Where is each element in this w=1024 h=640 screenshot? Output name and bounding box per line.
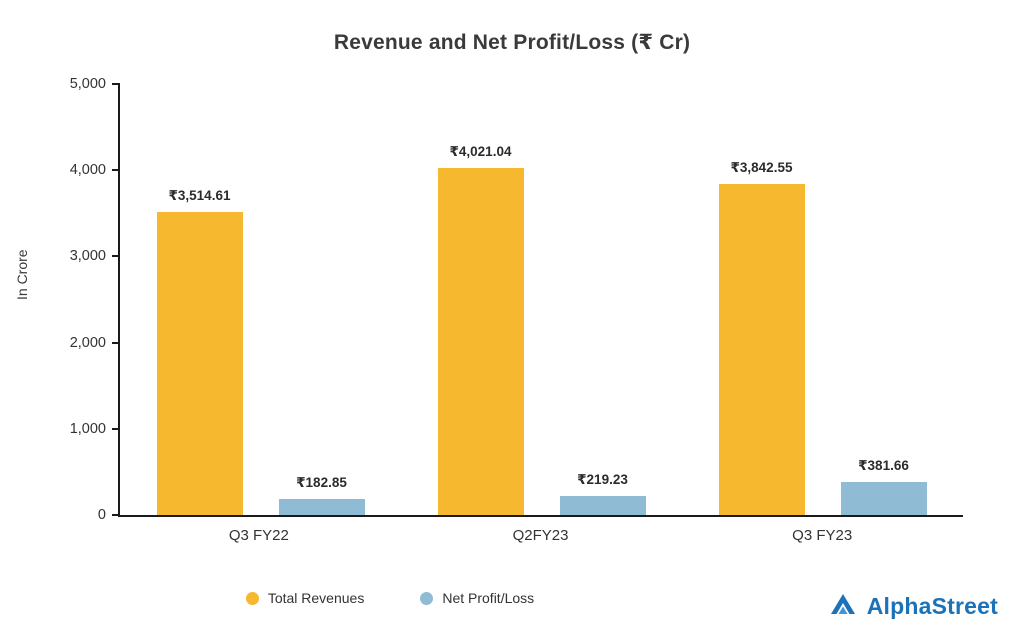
- bar-group-q3-fy23: ₹3,842.55 ₹381.66: [682, 84, 963, 515]
- bar-group-q3-fy22: ₹3,514.61 ₹182.85: [120, 84, 401, 515]
- legend-item-net-profit-loss: Net Profit/Loss: [420, 590, 534, 606]
- y-tick-label: 4,000: [69, 162, 106, 179]
- x-axis-labels: Q3 FY22 Q2FY23 Q3 FY23: [118, 527, 963, 544]
- alphastreet-logo-text: AlphaStreet: [866, 593, 998, 619]
- y-tick-label: 0: [97, 507, 106, 523]
- y-axis-ticks: 0 1,000 2,000 3,000 4,000 5,000: [70, 76, 963, 523]
- bar-column: ₹4,021.04: [437, 84, 524, 515]
- bar-total-revenues: [156, 212, 243, 515]
- bar-column: ₹3,514.61: [156, 84, 243, 515]
- bar-value-label: ₹219.23: [577, 472, 628, 488]
- legend-dot: [420, 591, 434, 605]
- bar-net-profit-loss: [559, 496, 646, 515]
- bar-total-revenues: [718, 183, 805, 515]
- alphastreet-branding: AlphaStreet: [828, 589, 998, 624]
- y-tick-label: 3,000: [69, 248, 106, 265]
- x-axis-label-q3-fy22: Q3 FY22: [228, 527, 289, 544]
- legend-dot: [245, 591, 259, 605]
- bar-value-label: ₹182.85: [296, 475, 347, 491]
- bar-value-label: ₹4,021.04: [449, 144, 512, 160]
- bar-value-label: ₹3,514.61: [168, 188, 231, 204]
- legend-label: Net Profit/Loss: [442, 590, 535, 606]
- legend: Total Revenues Net Profit/Loss: [0, 590, 780, 606]
- bar-column: ₹381.66: [840, 84, 927, 515]
- y-tick-mark: [112, 341, 120, 344]
- bar-group-q2fy23: ₹4,021.04 ₹219.23: [401, 84, 682, 515]
- alphastreet-logo-icon: [828, 589, 858, 624]
- bars-layer: ₹3,514.61 ₹182.85 ₹4,021.04 ₹219.23 ₹3,842.5…: [120, 84, 963, 515]
- y-tick-mark: [112, 83, 120, 85]
- y-tick-label: 1,000: [69, 420, 106, 437]
- bar-net-profit-loss: [840, 482, 927, 515]
- y-tick-mark: [112, 427, 120, 430]
- bar-total-revenues: [437, 168, 524, 515]
- bar-column: ₹182.85: [278, 84, 365, 515]
- bar-column: ₹219.23: [559, 84, 646, 515]
- y-tick-label: 2,000: [69, 334, 106, 351]
- bar-column: ₹3,842.55: [718, 84, 805, 515]
- bar-value-label: ₹3,842.55: [730, 159, 793, 175]
- x-axis-label-q2fy23: Q2FY23: [512, 527, 569, 544]
- bar-net-profit-loss: [278, 499, 365, 515]
- plot-area: 0 1,000 2,000 3,000 4,000 5,000 ₹3,514.61 ₹182…: [70, 76, 963, 523]
- y-tick-label: 5,000: [69, 76, 106, 92]
- y-tick-mark: [112, 514, 120, 516]
- y-axis-label: In Crore: [14, 249, 30, 300]
- x-axis-label-q3-fy23: Q3 FY23: [792, 527, 853, 544]
- y-tick-mark: [112, 255, 120, 258]
- bar-value-label: ₹381.66: [858, 458, 909, 474]
- chart-title: Revenue and Net Profit/Loss (₹ Cr): [333, 31, 691, 54]
- legend-label: Total Revenues: [267, 590, 365, 606]
- legend-item-total-revenues: Total Revenues: [245, 590, 365, 606]
- y-tick-mark: [112, 169, 120, 172]
